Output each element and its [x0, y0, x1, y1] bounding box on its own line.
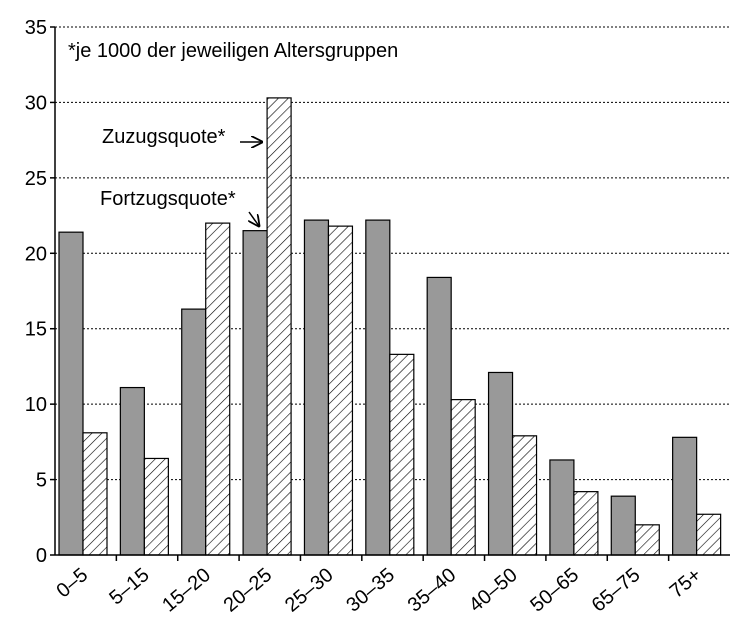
- bar: [181, 308, 207, 556]
- bar: [143, 457, 169, 556]
- x-tick-label: 15–20: [158, 564, 215, 612]
- bar: [266, 97, 292, 556]
- y-tick-label: 10: [25, 394, 47, 416]
- bar: [610, 495, 636, 556]
- bar: [389, 353, 415, 556]
- x-tick-label: 25–30: [281, 564, 338, 612]
- bar: [327, 225, 354, 556]
- bar: [634, 524, 660, 556]
- note: *je 1000 der jeweiligen Altersgruppen: [68, 40, 398, 62]
- y-tick-label: 30: [25, 92, 47, 114]
- x-tick-label: 65–75: [588, 564, 645, 612]
- y-tick-label: 35: [25, 17, 47, 39]
- bar: [303, 219, 330, 556]
- bar: [696, 513, 722, 556]
- x-tick-label: 35–40: [404, 564, 461, 612]
- annotation: Fortzugsquote*: [100, 188, 236, 210]
- bar: [242, 230, 268, 556]
- x-tick-label: 30–35: [342, 564, 399, 612]
- x-tick-label: 5–15: [105, 564, 153, 609]
- bar: [365, 219, 391, 556]
- bars: [58, 97, 722, 556]
- annotation: Zuzugsquote*: [102, 126, 226, 148]
- y-tick-label: 20: [25, 243, 47, 265]
- y-tick-label: 15: [25, 319, 47, 341]
- x-tick-label: 40–50: [465, 564, 522, 612]
- bar: [58, 231, 84, 556]
- x-tick-label: 50–65: [526, 564, 583, 612]
- bar: [450, 399, 476, 556]
- bar: [205, 222, 231, 556]
- bar: [426, 276, 452, 556]
- bar: [672, 436, 698, 556]
- y-tick-label: 5: [36, 470, 47, 492]
- bar: [119, 386, 145, 556]
- bar: [82, 432, 108, 556]
- bar: [549, 459, 575, 556]
- bar: [511, 435, 538, 556]
- x-tick-label: 0–5: [53, 564, 93, 602]
- y-tick-label: 25: [25, 168, 47, 190]
- arrow: [249, 211, 259, 226]
- x-tick-label: 20–25: [220, 564, 277, 612]
- bar: [487, 371, 514, 556]
- bar: [573, 491, 599, 556]
- y-tick-label: 0: [36, 545, 47, 567]
- x-tick-label: 75+: [666, 564, 706, 603]
